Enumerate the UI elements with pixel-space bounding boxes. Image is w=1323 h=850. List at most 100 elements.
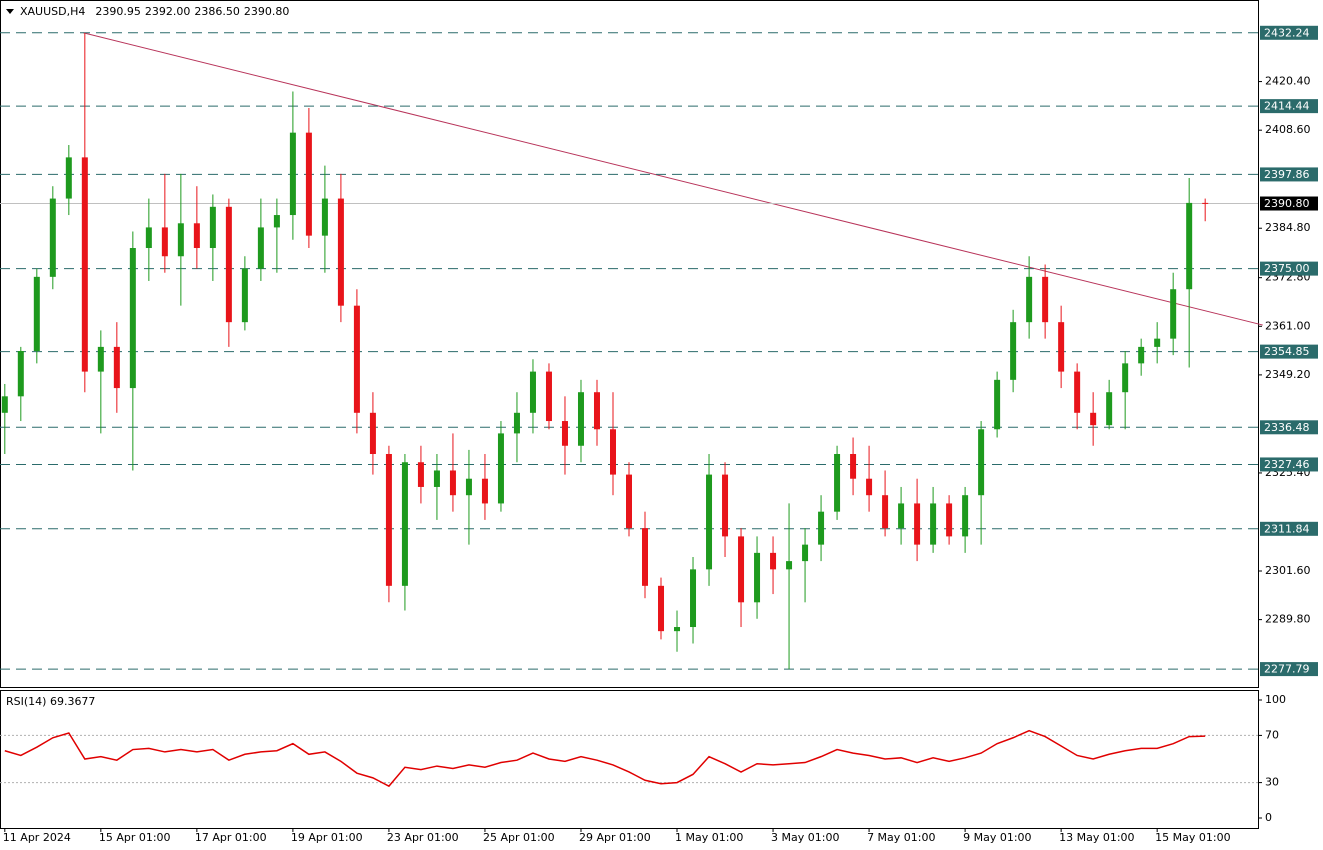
- level-label-box: [1260, 167, 1318, 182]
- y-tick-label: 2289.80: [1265, 613, 1311, 626]
- candle-body: [946, 503, 953, 537]
- candle-body: [962, 495, 969, 537]
- candle-body: [642, 528, 649, 586]
- candle-body: [353, 305, 360, 413]
- candle-body: [1010, 322, 1017, 380]
- candle-body: [818, 511, 825, 545]
- candle-body: [49, 198, 56, 277]
- candle-body: [834, 453, 841, 512]
- candle-body: [241, 268, 248, 323]
- candle-body: [722, 474, 729, 537]
- candle-body: [561, 421, 568, 446]
- candle-body: [882, 495, 889, 529]
- x-tick-label: 11 Apr 2024: [3, 831, 71, 844]
- candle-body: [545, 371, 552, 422]
- x-tick-label: 19 Apr 01:00: [291, 831, 363, 844]
- header-value: 2390.95: [95, 5, 141, 18]
- x-tick-label: 9 May 01:00: [963, 831, 1031, 844]
- y-tick-label: 2349.20: [1265, 368, 1311, 381]
- candle-body: [129, 248, 136, 389]
- candle-body: [914, 503, 921, 545]
- candle-body: [978, 429, 985, 496]
- candle-body: [369, 412, 376, 454]
- candle-body: [1026, 276, 1033, 323]
- y-tick-label: 2361.00: [1265, 319, 1311, 332]
- last-price-box: [1260, 196, 1318, 211]
- x-tick-label: 13 May 01:00: [1059, 831, 1134, 844]
- rsi-pane: [0, 690, 1259, 829]
- x-tick-label: 7 May 01:00: [867, 831, 935, 844]
- rsi-tick-label: 100: [1265, 693, 1286, 706]
- level-label: 2311.84: [1264, 522, 1310, 535]
- candle-body: [690, 569, 697, 628]
- level-label: 2277.79: [1264, 663, 1310, 676]
- rsi-tick-label: 0: [1265, 811, 1272, 824]
- candle-body: [577, 392, 584, 446]
- candle-body: [626, 474, 632, 529]
- rsi-tick-label: 30: [1265, 776, 1279, 789]
- rsi-tick-label: 70: [1265, 728, 1279, 741]
- candle-body: [401, 462, 408, 586]
- level-label: 2354.85: [1264, 345, 1310, 358]
- candle-body: [17, 351, 24, 397]
- symbol-menu-arrow[interactable]: [6, 9, 14, 14]
- level-label-box: [1260, 457, 1318, 472]
- candle-body: [177, 223, 184, 257]
- candle-body: [481, 478, 488, 504]
- price-pane: [0, 0, 1259, 688]
- level-label-box: [1260, 662, 1318, 677]
- candle-body: [1106, 392, 1113, 426]
- candle-body: [273, 215, 280, 228]
- candle-body: [1122, 363, 1129, 393]
- candle-body: [706, 474, 713, 570]
- header-value: 2392.00: [145, 5, 191, 18]
- candle-body: [305, 132, 312, 236]
- x-tick-label: 25 Apr 01:00: [483, 831, 555, 844]
- candle-body: [257, 227, 264, 269]
- candle-body: [385, 453, 392, 586]
- x-tick-label: 1 May 01:00: [675, 831, 743, 844]
- candle-body: [802, 544, 809, 562]
- candle-body: [658, 585, 665, 632]
- level-label: 2375.00: [1264, 262, 1310, 275]
- candle-body: [417, 462, 424, 487]
- candle-body: [930, 503, 937, 545]
- x-tick-label: 3 May 01:00: [771, 831, 839, 844]
- last-price-label: 2390.80: [1264, 197, 1310, 210]
- candle-body: [1186, 202, 1193, 290]
- x-tick-label: 23 Apr 01:00: [387, 831, 459, 844]
- y-tick-label: 2420.40: [1265, 75, 1311, 88]
- y-tick-label: 2408.60: [1265, 123, 1311, 136]
- candle-body: [593, 392, 600, 430]
- level-label-box: [1260, 344, 1318, 359]
- candle-body: [1074, 371, 1081, 413]
- level-label-box: [1260, 420, 1318, 435]
- candle-body: [97, 346, 104, 372]
- symbol: XAUUSD,H4: [20, 5, 85, 18]
- candle-body: [1090, 412, 1097, 426]
- candle-body: [161, 227, 168, 257]
- level-label: 2432.24: [1264, 26, 1310, 39]
- candle-body: [33, 276, 40, 352]
- level-label: 2327.46: [1264, 458, 1310, 471]
- y-tick-label: 2384.80: [1265, 221, 1311, 234]
- level-label-box: [1260, 261, 1318, 276]
- candle-body: [1058, 322, 1065, 372]
- candle-body: [193, 223, 200, 249]
- candle-body: [321, 198, 328, 236]
- candle-body: [449, 470, 456, 496]
- candle-body: [225, 206, 232, 323]
- trendline: [83, 32, 1263, 326]
- candle-body: [289, 132, 296, 216]
- rsi-label: RSI(14) 69.3677: [6, 695, 95, 708]
- level-label: 2397.86: [1264, 168, 1310, 181]
- candle-body: [609, 429, 616, 475]
- candle-body: [1042, 276, 1049, 323]
- chart-header: XAUUSD,H4 2390.95 2392.00 2386.50 2390.80: [20, 5, 289, 18]
- candle-body: [209, 206, 216, 249]
- y-tick-label: 2301.60: [1265, 564, 1311, 577]
- level-label-box: [1260, 25, 1318, 40]
- candle-body: [529, 371, 536, 413]
- candle-body: [1, 396, 8, 413]
